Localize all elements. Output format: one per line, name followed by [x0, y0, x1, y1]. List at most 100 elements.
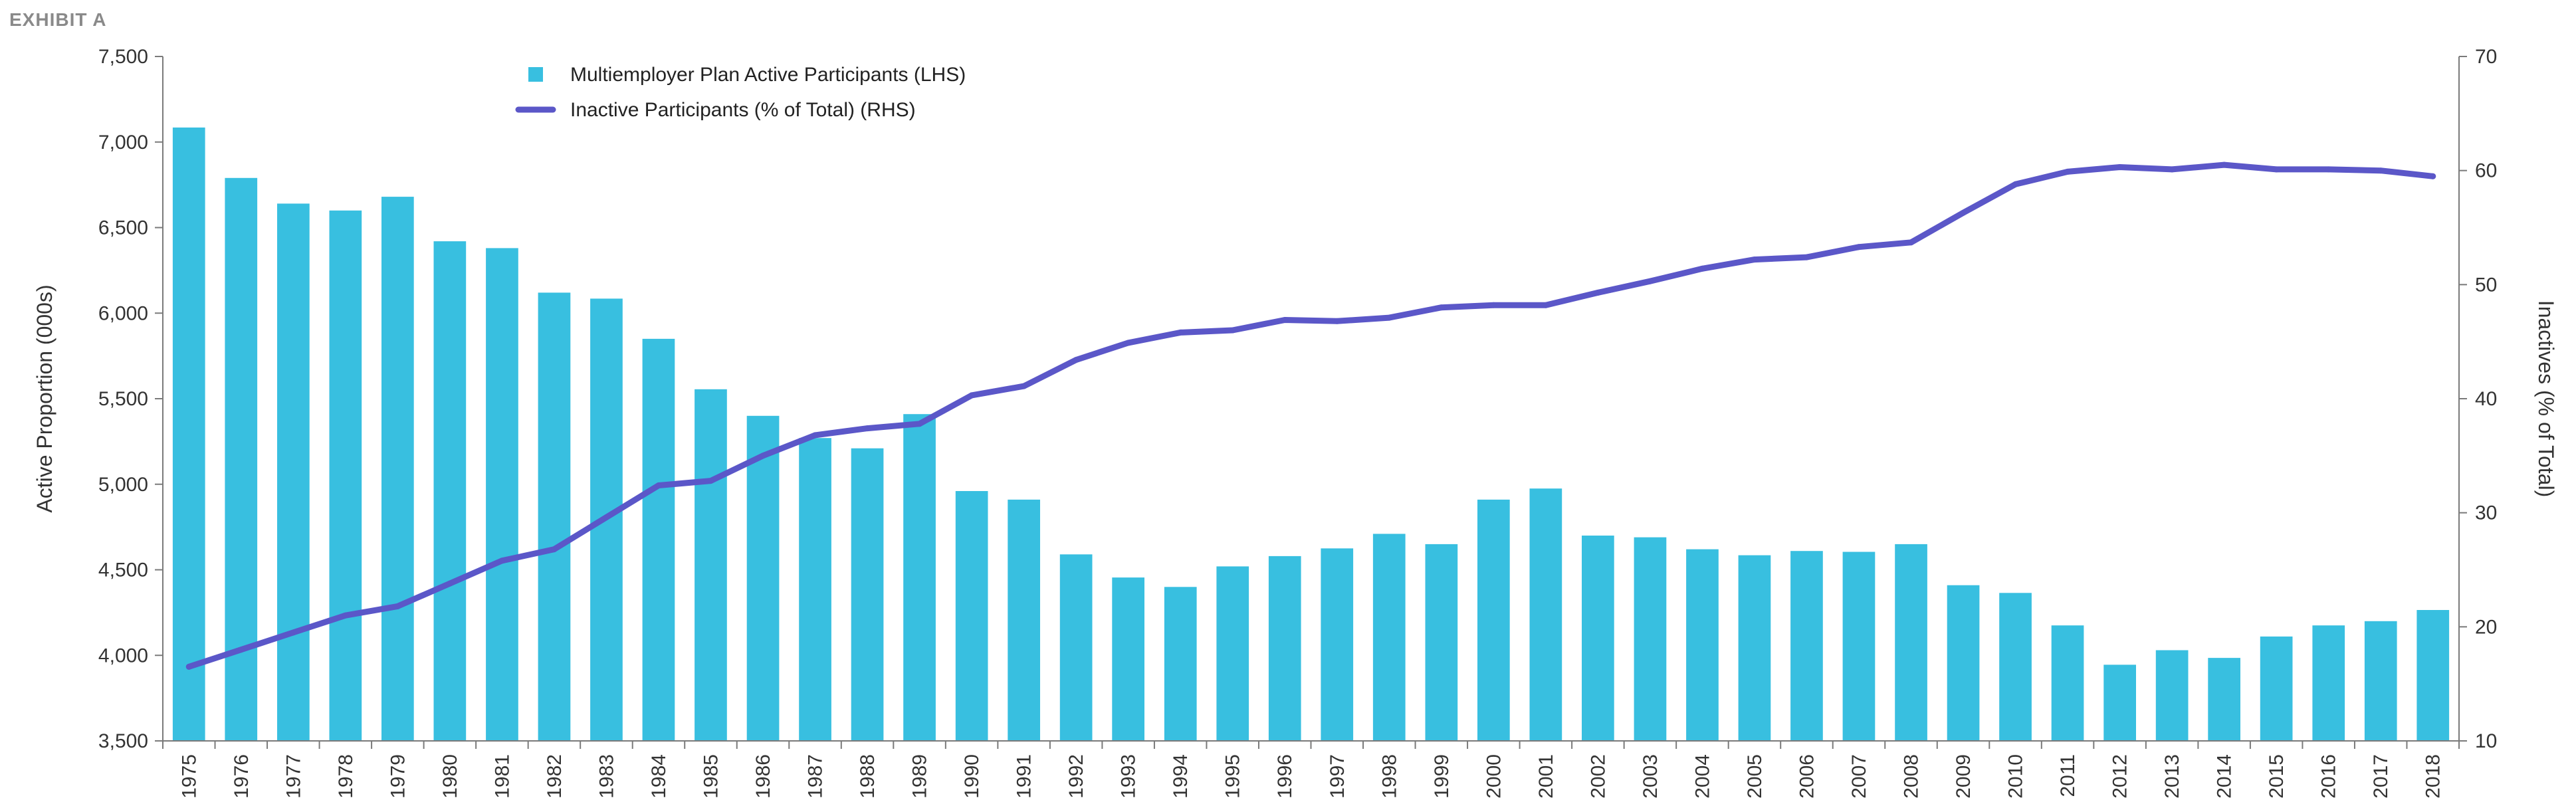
- left-tick-label: 6,000: [98, 302, 148, 324]
- line-point-1990: [968, 392, 975, 399]
- bar-2003: [1634, 537, 1667, 741]
- x-tick-label: 1982: [544, 754, 566, 799]
- bar-2008: [1895, 544, 1927, 741]
- x-tick-label: 1985: [700, 754, 722, 799]
- right-tick-label: 70: [2475, 46, 2497, 68]
- line-point-1996: [1281, 317, 1288, 323]
- x-tick-label: 2012: [2109, 754, 2131, 799]
- bar-2017: [2364, 621, 2397, 742]
- bar-1992: [1059, 554, 1093, 741]
- x-tick-label: 2005: [1744, 754, 1766, 799]
- x-tick-label: 1996: [1274, 754, 1296, 799]
- right-tick-label: 50: [2475, 274, 2497, 296]
- left-tick-label: 6,500: [98, 217, 148, 239]
- line-point-1989: [916, 421, 923, 427]
- line-point-1993: [1125, 340, 1132, 346]
- x-tick-label: 1997: [1327, 754, 1348, 799]
- line-point-1981: [498, 557, 505, 564]
- right-tick-label: 20: [2475, 616, 2497, 638]
- bar-1982: [538, 292, 571, 741]
- x-tick-label: 1975: [178, 754, 200, 799]
- legend-line-label: Inactive Participants (% of Total) (RHS): [570, 99, 916, 121]
- line-point-1978: [342, 612, 349, 619]
- bar-1987: [799, 438, 831, 741]
- line-point-1983: [603, 514, 609, 520]
- line-point-2010: [2012, 181, 2019, 187]
- x-tick-label: 2011: [2057, 754, 2079, 797]
- bar-2009: [1947, 585, 1980, 741]
- x-tick-label: 2008: [1901, 754, 1923, 799]
- left-tick-label: 4,000: [98, 645, 148, 666]
- bar-1998: [1372, 534, 1406, 741]
- left-tick-label: 7,000: [98, 132, 148, 153]
- line-point-2017: [2377, 167, 2384, 174]
- x-tick-label: 2009: [1953, 754, 1975, 799]
- bar-1994: [1164, 587, 1197, 742]
- left-tick-label: 3,500: [98, 730, 148, 752]
- x-tick-label: 1977: [282, 754, 304, 799]
- line-point-2018: [2430, 173, 2436, 179]
- bar-1989: [903, 414, 936, 741]
- right-tick-label: 10: [2475, 730, 2497, 752]
- x-tick-label: 2017: [2370, 754, 2392, 799]
- left-tick-label: 5,500: [98, 388, 148, 410]
- line-point-1980: [447, 580, 453, 587]
- right-tick-label: 60: [2475, 160, 2497, 182]
- right-axis-title: Inactives (% of Total): [2534, 300, 2558, 497]
- left-tick-label: 5,000: [98, 474, 148, 496]
- bar-1995: [1216, 566, 1249, 741]
- bar-1984: [642, 338, 675, 741]
- line-point-2007: [1856, 244, 1862, 251]
- x-tick-label: 1984: [648, 754, 670, 799]
- line-point-2004: [1699, 265, 1705, 272]
- x-tick-label: 1983: [595, 754, 617, 799]
- x-tick-label: 2016: [2318, 754, 2340, 799]
- line-point-2009: [1960, 209, 1967, 216]
- bar-1990: [955, 491, 988, 741]
- legend: Multiemployer Plan Active Participants (…: [515, 64, 966, 121]
- x-tick-label: 1981: [491, 754, 513, 799]
- x-tick-label: 2018: [2422, 754, 2444, 799]
- bar-1985: [695, 389, 727, 741]
- bar-2010: [1999, 593, 2032, 741]
- bar-1997: [1321, 548, 1354, 741]
- x-tick-label: 1990: [961, 754, 983, 799]
- line-series: [185, 161, 2436, 670]
- legend-bar-swatch: [528, 67, 543, 82]
- x-tick-label: 2001: [1535, 754, 1557, 799]
- bar-2018: [2416, 610, 2450, 741]
- bar-1981: [486, 248, 518, 741]
- line-point-2003: [1647, 278, 1654, 284]
- x-tick-label: 1998: [1378, 754, 1400, 799]
- bar-1979: [381, 197, 414, 742]
- axes: 3,500 4,000 4,500 5,000 5,500 6,000 6,500 7,000…: [98, 46, 2497, 799]
- bar-1975: [172, 127, 205, 741]
- x-tick-label: 1989: [909, 754, 931, 799]
- bar-2011: [2051, 625, 2084, 741]
- bar-2000: [1477, 499, 1510, 741]
- x-tick-label: 1994: [1170, 754, 1192, 799]
- line-point-1987: [812, 432, 818, 439]
- bar-2007: [1842, 552, 1876, 741]
- line-point-1984: [655, 482, 662, 488]
- left-tick-label: 7,500: [98, 46, 148, 68]
- line-point-2002: [1594, 289, 1601, 296]
- line-point-2015: [2273, 166, 2280, 173]
- x-tick-label: 1992: [1065, 754, 1087, 799]
- x-tick-label: 2003: [1640, 754, 1662, 799]
- line-point-1977: [290, 629, 296, 636]
- line-point-2006: [1804, 254, 1810, 260]
- line-point-1998: [1386, 314, 1392, 321]
- exhibit-label: EXHIBIT A: [9, 9, 107, 30]
- bar-2014: [2208, 658, 2240, 741]
- line-point-1992: [1073, 357, 1079, 363]
- bar-1986: [746, 415, 780, 742]
- x-tick-label: 1979: [387, 754, 409, 799]
- x-tick-label: 1986: [752, 754, 774, 799]
- x-tick-label: 2015: [2266, 754, 2288, 799]
- legend-bar-label: Multiemployer Plan Active Participants (…: [570, 64, 966, 86]
- x-tick-label: 1980: [439, 754, 461, 799]
- inactive-line: [185, 161, 2436, 670]
- line-point-1986: [760, 453, 766, 459]
